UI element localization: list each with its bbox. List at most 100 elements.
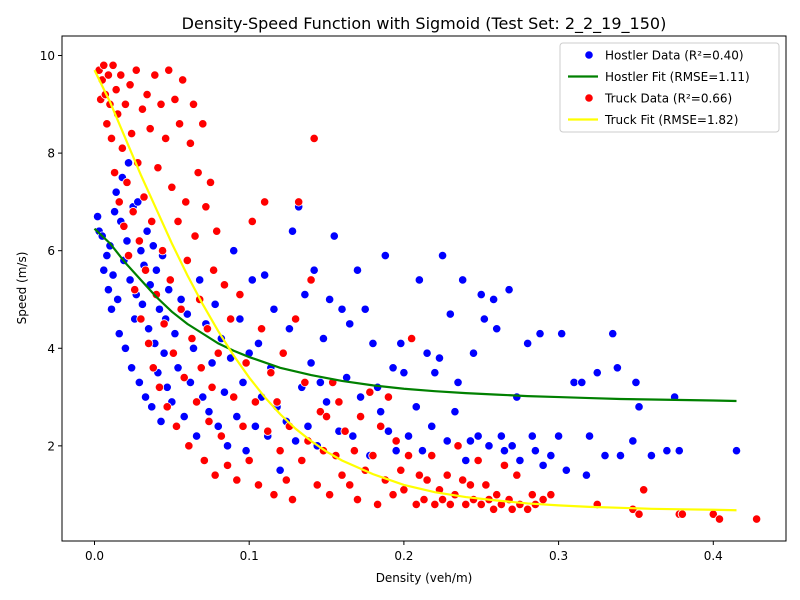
data-point <box>465 436 476 446</box>
data-point <box>127 363 137 373</box>
data-point <box>176 304 186 314</box>
data-point <box>170 94 180 105</box>
x-tick-label: 0.4 <box>704 549 723 563</box>
data-point <box>396 465 406 475</box>
data-point <box>553 431 564 441</box>
chart-title: Density-Speed Function with Sigmoid (Tes… <box>182 14 667 34</box>
data-point <box>182 255 192 266</box>
data-point <box>419 494 429 505</box>
data-point <box>489 504 499 514</box>
data-point <box>137 104 148 114</box>
data-point <box>315 377 325 388</box>
data-point <box>581 470 592 480</box>
data-point <box>185 377 195 388</box>
data-point <box>403 451 414 461</box>
data-point <box>125 80 135 90</box>
y-axis-label: Speed (m/s) <box>15 252 29 325</box>
data-point <box>615 451 626 461</box>
data-point <box>407 333 417 344</box>
data-point <box>207 358 217 368</box>
data-point <box>99 60 109 70</box>
data-point <box>108 270 118 280</box>
data-point <box>714 514 725 524</box>
data-point <box>634 509 644 519</box>
data-point <box>182 309 192 319</box>
data-point <box>113 294 123 305</box>
data-point <box>136 314 146 324</box>
data-point <box>110 207 120 217</box>
data-point <box>162 402 172 412</box>
legend-marker <box>584 50 594 60</box>
data-point <box>209 265 219 275</box>
data-point <box>191 431 202 441</box>
data-point <box>325 294 335 305</box>
data-point <box>422 348 432 358</box>
fit-line <box>93 227 737 403</box>
data-point <box>584 431 595 441</box>
data-point <box>492 490 502 500</box>
data-point <box>352 265 363 275</box>
data-point <box>122 177 132 187</box>
data-point <box>238 377 248 388</box>
data-point <box>383 426 394 436</box>
data-point <box>499 460 510 470</box>
legend-label: Truck Fit (RMSE=1.82) <box>604 113 738 127</box>
data-point <box>489 294 499 305</box>
data-point <box>527 490 537 500</box>
data-point <box>159 319 169 329</box>
data-point <box>499 446 510 456</box>
data-point <box>290 436 301 446</box>
data-point <box>612 363 622 373</box>
data-point <box>170 329 180 339</box>
data-point <box>414 275 424 285</box>
data-point <box>309 265 319 275</box>
data-point <box>523 504 533 514</box>
data-point <box>103 70 114 80</box>
data-point <box>349 446 359 456</box>
data-point <box>142 89 152 100</box>
data-point <box>453 377 463 388</box>
data-point <box>340 426 350 436</box>
data-point <box>396 338 406 348</box>
data-point <box>481 480 491 490</box>
data-point <box>535 329 545 339</box>
data-point <box>210 299 220 309</box>
x-axis-label: Density (veh/m) <box>376 571 473 585</box>
data-point <box>144 324 154 334</box>
data-point <box>334 397 344 407</box>
data-point <box>106 133 117 144</box>
data-point <box>136 246 146 256</box>
data-point <box>453 441 463 451</box>
data-point <box>321 397 332 407</box>
data-point <box>337 304 347 314</box>
data-point <box>210 470 220 480</box>
data-point <box>148 241 158 251</box>
data-point <box>253 480 264 490</box>
data-point <box>130 285 140 295</box>
data-point <box>213 421 223 431</box>
legend-label: Hostler Fit (RMSE=1.11) <box>605 70 750 84</box>
legend-label: Truck Data (R²=0.66) <box>604 92 732 106</box>
data-point <box>608 329 618 339</box>
data-point <box>427 421 437 431</box>
data-point <box>300 289 310 300</box>
data-point <box>145 124 155 134</box>
data-point <box>191 397 202 407</box>
data-point <box>142 226 152 236</box>
data-point <box>434 353 445 363</box>
data-point <box>241 446 251 456</box>
data-point <box>372 382 383 392</box>
y-tick-label: 8 <box>47 147 55 161</box>
legend-label: Hostler Data (R²=0.40) <box>605 49 744 63</box>
data-point <box>165 275 175 285</box>
data-point <box>496 431 506 441</box>
data-point <box>391 446 401 456</box>
data-point <box>213 348 223 358</box>
data-point <box>235 289 245 300</box>
x-tick-label: 0.1 <box>240 549 259 563</box>
data-point <box>250 397 260 407</box>
data-point <box>150 70 160 80</box>
data-point <box>461 499 471 510</box>
data-point <box>325 490 335 500</box>
